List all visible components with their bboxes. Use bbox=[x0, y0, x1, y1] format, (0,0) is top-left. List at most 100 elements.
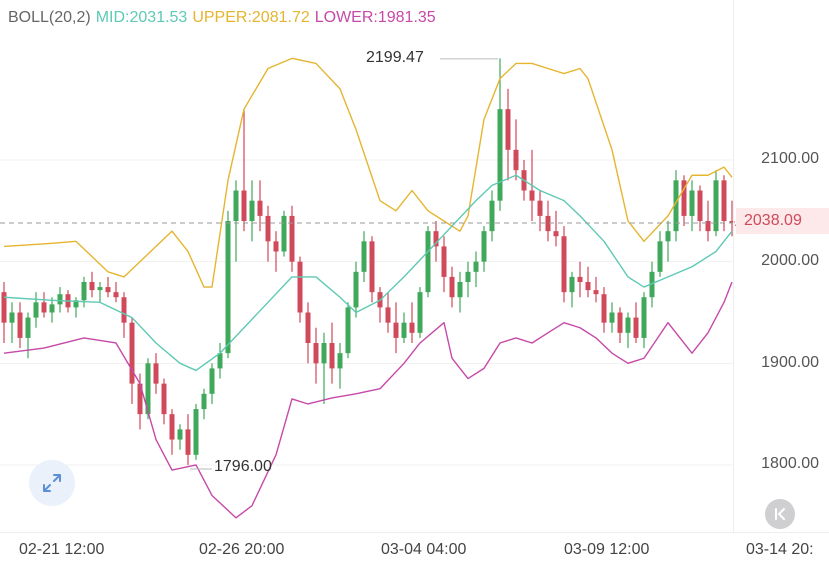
candle-body-85 bbox=[681, 180, 687, 216]
candle-body-54 bbox=[433, 231, 439, 247]
candle-body-80 bbox=[641, 297, 647, 338]
time-label-1: 02-26 20:00 bbox=[199, 541, 285, 558]
expand-button[interactable] bbox=[29, 460, 75, 506]
candle-body-0 bbox=[1, 292, 7, 323]
candle-body-48 bbox=[385, 307, 391, 323]
candle-body-57 bbox=[457, 281, 463, 298]
price-label-1900: 1900.00 bbox=[761, 354, 819, 371]
candle-body-71 bbox=[569, 276, 575, 293]
candle-body-33 bbox=[265, 215, 271, 242]
candle-body-62 bbox=[497, 109, 503, 201]
candle-body-38 bbox=[305, 312, 311, 343]
candle-body-19 bbox=[153, 363, 159, 384]
boll-legend: BOLL(20,2) MID:2031.53 UPPER:2081.72 LOWER:… bbox=[8, 9, 441, 27]
candle-body-63 bbox=[505, 109, 511, 150]
candle-body-55 bbox=[441, 246, 447, 277]
low-price-label: 1796.00 bbox=[214, 458, 272, 475]
last-price-tag: 2038.09 bbox=[736, 208, 829, 234]
candle-body-12 bbox=[97, 287, 103, 291]
candle-body-5 bbox=[41, 302, 47, 313]
candle-body-64 bbox=[513, 149, 519, 171]
candle-body-42 bbox=[337, 353, 343, 369]
candle-body-6 bbox=[49, 304, 55, 313]
candle-body-56 bbox=[449, 276, 455, 298]
candle-body-15 bbox=[121, 297, 127, 323]
candle-body-13 bbox=[105, 287, 111, 293]
boll-lower-line bbox=[3, 281, 733, 519]
candle-body-91 bbox=[729, 220, 735, 224]
candle-body-9 bbox=[73, 300, 79, 308]
candle-body-28 bbox=[225, 220, 231, 354]
time-label-0: 02-21 12:00 bbox=[19, 541, 105, 558]
candle-body-75 bbox=[601, 294, 607, 323]
candle-body-1 bbox=[9, 312, 15, 323]
time-label-4: 03-14 20: bbox=[746, 541, 814, 558]
candle-body-88 bbox=[705, 220, 711, 232]
candle-body-45 bbox=[361, 241, 367, 272]
candle-body-25 bbox=[201, 393, 207, 410]
boll-mid-line bbox=[3, 174, 733, 372]
legend-upper: UPPER:2081.72 bbox=[192, 9, 310, 26]
candle-body-90 bbox=[721, 180, 727, 221]
candle-body-16 bbox=[129, 322, 135, 384]
candle-body-82 bbox=[657, 241, 663, 272]
candle-body-79 bbox=[633, 317, 639, 338]
candle-body-41 bbox=[329, 342, 335, 369]
time-label-2: 03-04 04:00 bbox=[381, 541, 467, 558]
candle-body-40 bbox=[321, 342, 327, 364]
price-axis-divider bbox=[733, 0, 734, 532]
candle-body-72 bbox=[577, 276, 583, 282]
time-label-3: 03-09 12:00 bbox=[564, 541, 650, 558]
candle-body-27 bbox=[217, 353, 223, 369]
expand-arrows-icon bbox=[43, 474, 61, 492]
candle-body-10 bbox=[81, 281, 87, 301]
candle-body-32 bbox=[257, 200, 263, 216]
candle-body-74 bbox=[593, 290, 599, 295]
candle-body-43 bbox=[345, 307, 351, 354]
candle-body-73 bbox=[585, 281, 591, 291]
candle-body-18 bbox=[145, 363, 151, 415]
candle-body-20 bbox=[161, 383, 167, 415]
candle-body-36 bbox=[289, 215, 295, 262]
candle-body-77 bbox=[617, 312, 623, 333]
candle-body-51 bbox=[409, 322, 415, 333]
candle-body-30 bbox=[241, 190, 247, 221]
candle-body-84 bbox=[673, 180, 679, 232]
candle-body-11 bbox=[89, 281, 95, 291]
candle-body-31 bbox=[249, 200, 255, 221]
price-label-2000: 2000.00 bbox=[761, 252, 819, 269]
candle-body-2 bbox=[17, 312, 23, 338]
candle-body-21 bbox=[169, 414, 175, 440]
candle-body-44 bbox=[353, 271, 359, 308]
candle-body-81 bbox=[649, 271, 655, 298]
candle-body-22 bbox=[177, 429, 183, 440]
candle-body-35 bbox=[281, 215, 287, 252]
candle-body-61 bbox=[489, 200, 495, 232]
candle-body-78 bbox=[625, 317, 631, 333]
candle-body-58 bbox=[465, 271, 471, 282]
chevron-left-end-icon bbox=[775, 508, 785, 520]
candle-body-66 bbox=[529, 190, 535, 201]
candle-body-60 bbox=[481, 231, 487, 262]
legend-lower: LOWER:1981.35 bbox=[314, 9, 436, 26]
candle-body-87 bbox=[697, 190, 703, 221]
candle-body-69 bbox=[553, 231, 559, 237]
candle-body-67 bbox=[537, 200, 543, 216]
candle-body-3 bbox=[25, 317, 31, 338]
candle-body-24 bbox=[193, 409, 199, 455]
candle-body-68 bbox=[545, 215, 551, 232]
candle-body-46 bbox=[369, 241, 375, 293]
candle-body-83 bbox=[665, 231, 671, 242]
candle-body-53 bbox=[425, 231, 431, 293]
candle-body-37 bbox=[297, 261, 303, 313]
candle-body-17 bbox=[137, 383, 143, 415]
candle-body-50 bbox=[401, 322, 407, 338]
candle-body-59 bbox=[473, 261, 479, 272]
candle-body-89 bbox=[713, 180, 719, 232]
candle-body-86 bbox=[689, 190, 695, 216]
boll-upper-line bbox=[3, 57, 733, 288]
scroll-to-latest-button[interactable] bbox=[765, 499, 795, 529]
candle-body-49 bbox=[393, 322, 399, 338]
candle-body-52 bbox=[417, 292, 423, 333]
